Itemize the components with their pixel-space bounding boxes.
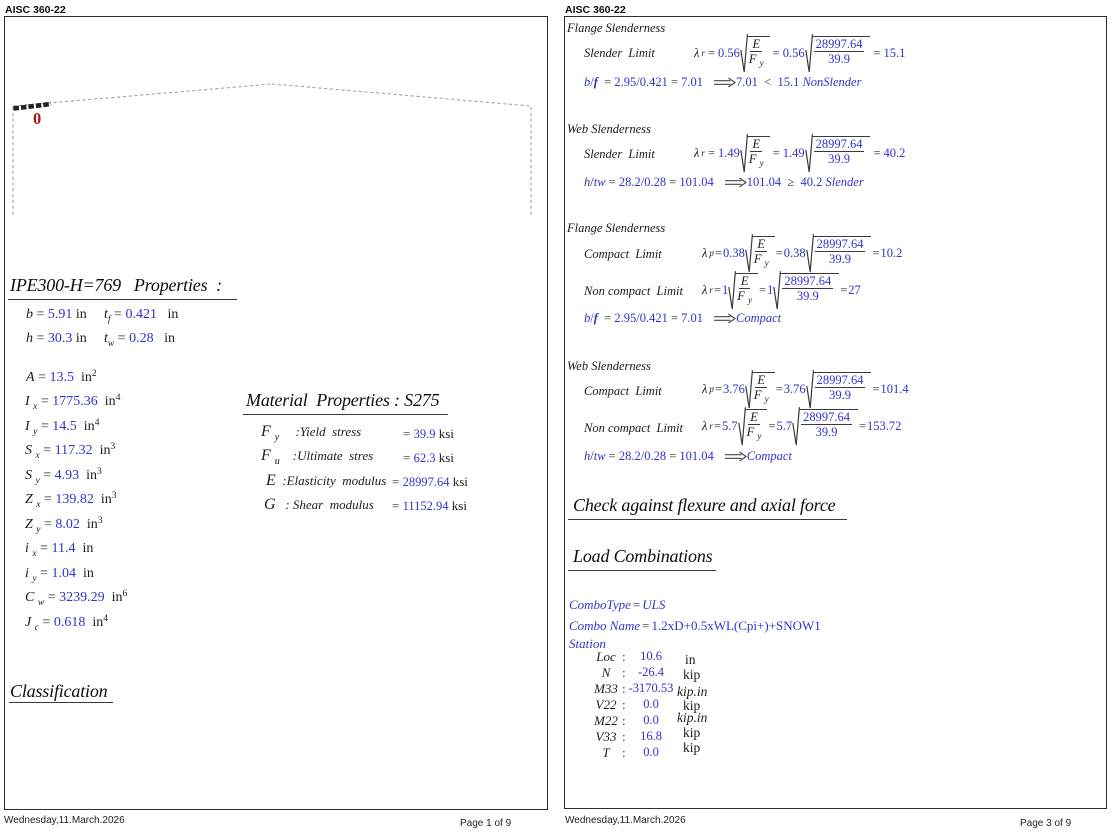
svg-text:0: 0 [33, 109, 41, 128]
